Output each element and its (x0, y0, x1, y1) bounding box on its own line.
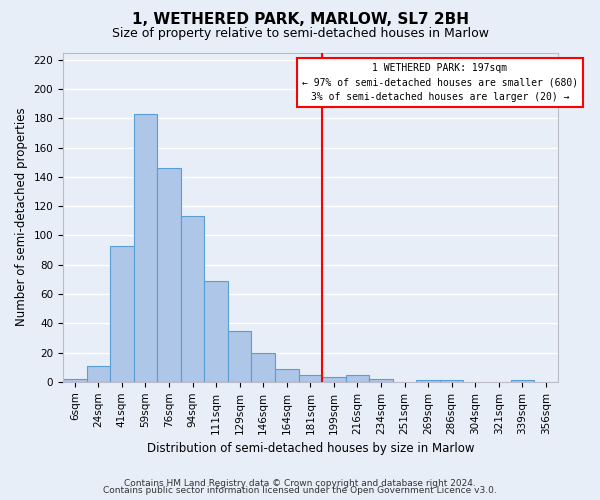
Bar (346, 374, 369, 382)
Bar (134, 114, 157, 382)
Y-axis label: Number of semi-detached properties: Number of semi-detached properties (15, 108, 28, 326)
Bar (511, 380, 534, 382)
Text: 1, WETHERED PARK, MARLOW, SL7 2BH: 1, WETHERED PARK, MARLOW, SL7 2BH (131, 12, 469, 28)
Text: 1 WETHERED PARK: 197sqm
← 97% of semi-detached houses are smaller (680)
3% of se: 1 WETHERED PARK: 197sqm ← 97% of semi-de… (302, 62, 578, 102)
Text: Contains HM Land Registry data © Crown copyright and database right 2024.: Contains HM Land Registry data © Crown c… (124, 478, 476, 488)
Bar (110, 246, 134, 382)
Text: Contains public sector information licensed under the Open Government Licence v3: Contains public sector information licen… (103, 486, 497, 495)
Bar (299, 374, 322, 382)
Bar (251, 352, 275, 382)
Bar (416, 380, 440, 382)
Bar (205, 281, 228, 382)
Bar (322, 378, 346, 382)
Bar (181, 216, 205, 382)
Bar (369, 379, 393, 382)
Bar (440, 380, 463, 382)
Bar (157, 168, 181, 382)
Bar (63, 379, 86, 382)
X-axis label: Distribution of semi-detached houses by size in Marlow: Distribution of semi-detached houses by … (146, 442, 474, 455)
Bar (86, 366, 110, 382)
Bar (228, 330, 251, 382)
Text: Size of property relative to semi-detached houses in Marlow: Size of property relative to semi-detach… (112, 28, 488, 40)
Bar (275, 368, 299, 382)
